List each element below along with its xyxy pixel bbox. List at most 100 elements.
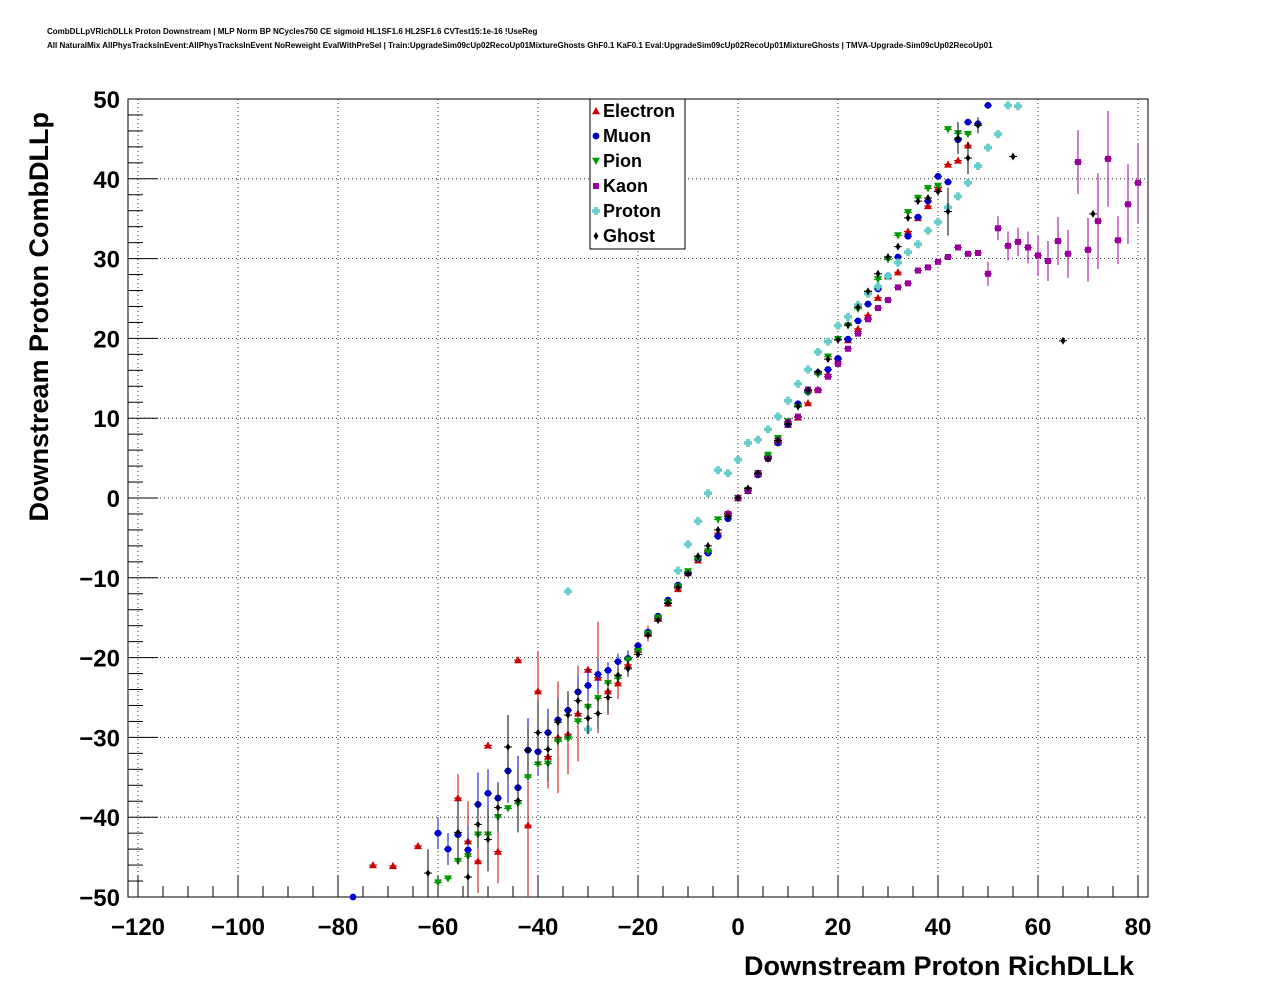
data-point xyxy=(455,828,461,837)
x-tick-label: −60 xyxy=(418,914,459,941)
data-point xyxy=(514,655,522,664)
legend-marker-ghost xyxy=(593,232,599,240)
data-point xyxy=(595,709,601,718)
x-tick-label: 0 xyxy=(731,914,744,941)
data-point xyxy=(974,162,982,171)
data-point xyxy=(944,160,952,168)
y-tick-label: 30 xyxy=(93,247,120,274)
data-point xyxy=(794,379,802,388)
data-point xyxy=(565,711,571,720)
data-point xyxy=(505,742,511,751)
data-point xyxy=(604,666,612,674)
plot-title-line-1: CombDLLpVRichDLLk Proton Downstream | ML… xyxy=(47,27,538,36)
data-point xyxy=(815,367,821,376)
data-point xyxy=(935,187,941,196)
data-point xyxy=(855,303,861,312)
y-tick-label: −20 xyxy=(79,646,120,673)
data-point xyxy=(674,566,682,575)
data-point xyxy=(795,413,801,420)
data-point xyxy=(824,337,832,346)
series-kaon xyxy=(724,110,1142,517)
data-point xyxy=(854,317,862,325)
data-point xyxy=(475,820,481,829)
data-point xyxy=(605,693,611,702)
data-point xyxy=(805,386,811,395)
data-point xyxy=(715,525,721,534)
data-point xyxy=(965,250,971,257)
data-point xyxy=(1014,102,1022,111)
data-point xyxy=(885,297,891,304)
x-tick-label: 40 xyxy=(925,914,952,941)
data-point xyxy=(915,197,921,206)
data-point xyxy=(1045,257,1051,264)
data-point xyxy=(874,293,882,301)
data-point xyxy=(995,225,1001,232)
data-point xyxy=(1065,250,1071,257)
data-point xyxy=(1015,238,1021,245)
data-point xyxy=(535,728,541,737)
data-point xyxy=(825,355,831,364)
x-tick-label: −40 xyxy=(518,914,559,941)
data-point xyxy=(884,272,892,281)
x-tick-label: 60 xyxy=(1025,914,1052,941)
data-point xyxy=(945,254,951,261)
data-point xyxy=(815,387,821,394)
data-point xyxy=(965,154,971,163)
data-point xyxy=(444,875,452,883)
data-point xyxy=(1090,209,1096,218)
data-point xyxy=(464,846,472,854)
data-point xyxy=(484,741,492,749)
data-point xyxy=(575,696,581,705)
data-point xyxy=(454,794,462,802)
data-series xyxy=(349,101,1142,901)
data-point xyxy=(935,258,941,265)
data-point xyxy=(369,861,377,869)
data-point xyxy=(784,396,792,405)
data-point xyxy=(1010,152,1016,161)
y-tick-label: 0 xyxy=(107,486,120,513)
data-point xyxy=(1125,201,1131,208)
data-point xyxy=(624,656,632,664)
data-point xyxy=(865,287,871,296)
data-point xyxy=(854,324,862,333)
data-point xyxy=(904,248,912,257)
data-point xyxy=(905,280,911,287)
data-point xyxy=(1025,244,1031,251)
axis-tick-labels: −120 −100 −80 −60 −40 −20 0 20 40 60 80−50−40−30−2… xyxy=(79,87,1151,941)
data-point xyxy=(1105,155,1111,162)
data-point xyxy=(705,541,711,550)
data-point xyxy=(955,244,961,251)
data-point xyxy=(875,269,881,278)
data-point xyxy=(634,642,642,650)
data-point xyxy=(444,845,452,853)
data-point xyxy=(1055,238,1061,245)
data-point xyxy=(944,178,952,186)
data-point xyxy=(905,213,911,222)
data-point xyxy=(894,232,902,240)
data-point xyxy=(695,552,701,561)
data-point xyxy=(525,746,531,755)
data-point xyxy=(855,330,861,337)
data-point xyxy=(874,282,882,291)
data-point xyxy=(745,484,751,493)
data-point xyxy=(524,774,532,782)
data-point xyxy=(924,185,932,193)
data-point xyxy=(564,587,572,596)
data-point xyxy=(764,425,772,434)
data-point xyxy=(994,130,1002,139)
data-point xyxy=(585,714,591,723)
data-point xyxy=(615,671,621,680)
x-tick-label: 20 xyxy=(825,914,852,941)
data-point xyxy=(744,438,752,447)
x-axis-title: Downstream Proton RichDLLk xyxy=(744,951,1135,981)
data-point xyxy=(675,583,681,592)
legend-marker-electron xyxy=(592,107,600,115)
data-point xyxy=(895,242,901,251)
data-point xyxy=(904,209,912,217)
data-point xyxy=(434,879,442,887)
data-point xyxy=(964,130,972,139)
data-point xyxy=(515,796,521,805)
data-point xyxy=(894,268,902,276)
data-point xyxy=(944,126,952,134)
data-point xyxy=(774,412,782,421)
